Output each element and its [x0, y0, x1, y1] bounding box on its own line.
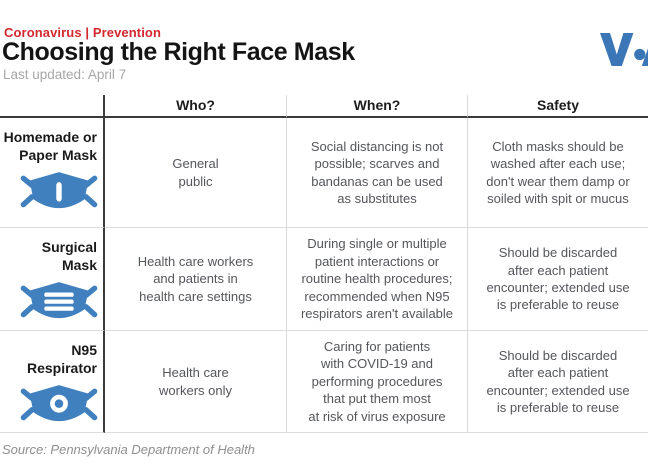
- column-header-who: Who?: [105, 95, 287, 118]
- n95-respirator-icon: [20, 384, 98, 421]
- last-updated-text: Last updated: April 7: [3, 67, 127, 82]
- cell-surgical-safety: Should be discarded after each patient e…: [468, 228, 648, 331]
- cell-surgical-who: Health care workers and patients in heal…: [105, 228, 287, 331]
- row-label-text: Homemade or Paper Mask: [3, 129, 97, 163]
- cell-n95-safety: Should be discarded after each patient e…: [468, 331, 648, 433]
- cell-homemade-safety: Cloth masks should be washed after each …: [468, 118, 648, 228]
- table-corner-cell: [0, 95, 105, 118]
- table-row-label-n95: N95 Respirator: [0, 331, 105, 433]
- cell-surgical-when: During single or multiple patient intera…: [287, 228, 468, 331]
- cell-homemade-who: General public: [105, 118, 287, 228]
- row-label-text: Surgical Mask: [41, 239, 97, 273]
- table-row-label-surgical: Surgical Mask: [0, 228, 105, 331]
- page-title: Choosing the Right Face Mask: [2, 38, 355, 66]
- column-header-safety: Safety: [468, 95, 648, 118]
- cell-n95-when: Caring for patients with COVID-19 and pe…: [287, 331, 468, 433]
- column-header-when: When?: [287, 95, 468, 118]
- source-attribution: Source: Pennsylvania Department of Healt…: [2, 442, 255, 457]
- paper-mask-icon: [20, 171, 98, 208]
- cell-homemade-when: Social distancing is not possible; scarv…: [287, 118, 468, 228]
- table-row-label-homemade: Homemade or Paper Mask: [0, 118, 105, 228]
- mask-comparison-table: Who? When? Safety Homemade or Paper Mask…: [0, 95, 648, 433]
- cell-n95-who: Health care workers only: [105, 331, 287, 433]
- voa-logo-icon: [600, 33, 648, 66]
- surgical-mask-icon: [20, 281, 98, 318]
- row-label-text: N95 Respirator: [26, 342, 97, 376]
- category-breadcrumb: Coronavirus | Prevention: [4, 25, 162, 40]
